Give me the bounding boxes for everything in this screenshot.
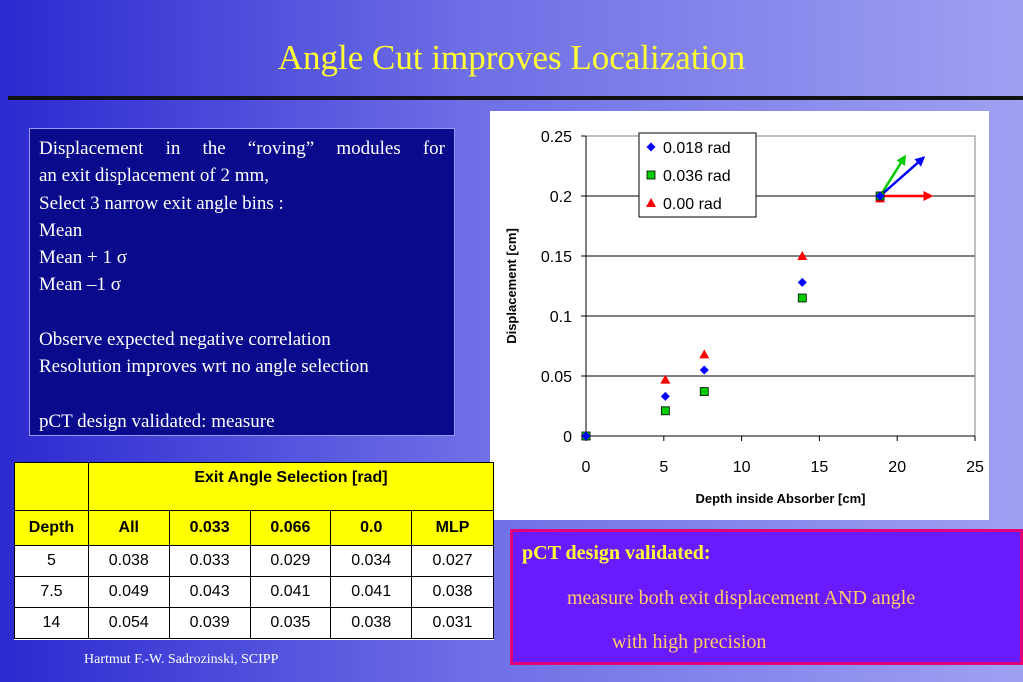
y-tick-label: 0.05 <box>541 369 572 386</box>
depth-cell: 14 <box>14 607 89 639</box>
data-point <box>797 293 807 303</box>
data-point <box>660 391 670 401</box>
depth-cell: 7.5 <box>14 576 89 608</box>
legend-label: 0.018 rad <box>663 140 731 157</box>
legend-label: 0.00 rad <box>663 196 722 213</box>
callout-heading: pCT design validated: <box>522 542 711 564</box>
data-point <box>581 431 591 441</box>
data-point <box>875 191 885 201</box>
data-point <box>660 406 670 416</box>
angle-selection-table: Exit Angle Selection [rad] Depth All 0.0… <box>14 462 495 639</box>
text-line: Select 3 narrow exit angle bins : <box>39 192 284 214</box>
depth-cell: 5 <box>14 545 89 577</box>
x-tick-label: 10 <box>733 459 751 476</box>
text-gap <box>39 381 445 408</box>
value-cell: 0.031 <box>411 607 494 639</box>
value-cell: 0.041 <box>330 576 413 608</box>
slide-title: Angle Cut improves Localization <box>277 38 746 77</box>
data-point <box>699 387 709 397</box>
legend-marker <box>646 170 656 180</box>
callout-line: measure both exit displacement AND angle <box>567 587 916 609</box>
table-corner-cell <box>14 462 89 511</box>
chart-svg: 0 0.05 0.1 0.15 0.2 0.25 0 5 10 15 20 25 Depth insid… <box>504 129 984 506</box>
table-row: 5 0.038 0.033 0.029 0.034 0.027 <box>14 545 494 577</box>
value-cell: 0.038 <box>87 545 170 577</box>
text-line: an exit displacement of 2 mm, <box>39 165 270 187</box>
y-axis-label: Displacement [cm] <box>504 228 519 344</box>
displacement-chart: 0 0.05 0.1 0.15 0.2 0.25 0 5 10 15 20 25 Depth insid… <box>490 111 989 520</box>
x-tick-label: 15 <box>811 459 829 476</box>
x-tick-label: 25 <box>966 459 984 476</box>
column-header: 0.066 <box>249 510 332 546</box>
direction-arrow <box>879 154 907 197</box>
header-group-cell: Exit Angle Selection [rad] <box>87 462 495 511</box>
value-cell: 0.049 <box>87 576 170 608</box>
value-cell: 0.035 <box>249 607 332 639</box>
data-point <box>797 277 807 287</box>
text-line: Displacement in the “roving” modules for <box>39 138 445 159</box>
data-point <box>699 349 710 359</box>
x-tick-label: 20 <box>888 459 906 476</box>
y-tick-label: 0.15 <box>541 249 572 266</box>
table-row: 7.5 0.049 0.043 0.041 0.041 0.038 <box>14 576 494 608</box>
table-row: 14 0.054 0.039 0.035 0.038 0.031 <box>14 607 494 639</box>
text-gap <box>39 299 445 326</box>
legend-box <box>638 132 757 218</box>
text-line: Mean <box>39 219 83 241</box>
column-header: 0.0 <box>330 510 413 546</box>
callout-line: with high precision <box>612 631 767 653</box>
value-cell: 0.054 <box>87 607 170 639</box>
x-tick-label: 5 <box>659 459 668 476</box>
data-point <box>797 251 808 260</box>
y-tick-label: 0.25 <box>541 129 572 146</box>
value-cell: 0.043 <box>168 576 251 608</box>
value-cell: 0.033 <box>168 545 251 577</box>
column-header: All <box>87 510 170 546</box>
value-cell: 0.029 <box>249 545 332 577</box>
x-tick-label: 0 <box>582 459 591 476</box>
direction-arrow <box>879 156 926 197</box>
y-tick-label: 0 <box>563 429 572 446</box>
legend-label: 0.036 rad <box>663 168 731 185</box>
description-textbox: Displacement in the “roving” modules for… <box>29 128 455 436</box>
text-line: Resolution improves wrt no angle selecti… <box>39 356 369 378</box>
data-point <box>699 365 709 375</box>
y-tick-label: 0.2 <box>550 189 572 206</box>
x-axis-label: Depth inside Absorber [cm] <box>696 491 866 506</box>
value-cell: 0.041 <box>249 576 332 608</box>
text-line: pCT design validated: measure <box>39 410 275 432</box>
value-cell: 0.038 <box>411 576 494 608</box>
column-header: MLP <box>411 510 494 546</box>
slide-footer: Hartmut F.-W. Sadrozinski, SCIPP <box>84 652 279 667</box>
conclusion-callout: pCT design validated: measure both exit … <box>510 529 1023 665</box>
title-divider <box>8 96 1023 100</box>
y-tick-label: 0.1 <box>550 309 572 326</box>
value-cell: 0.027 <box>411 545 494 577</box>
value-cell: 0.039 <box>168 607 251 639</box>
value-cell: 0.038 <box>330 607 413 639</box>
value-cell: 0.034 <box>330 545 413 577</box>
legend-marker <box>646 142 656 152</box>
legend-marker <box>646 198 656 207</box>
angle-selection-table-panel: Exit Angle Selection [rad] Depth All 0.0… <box>14 462 495 640</box>
column-header: 0.033 <box>168 510 251 546</box>
text-line: Mean –1 σ <box>39 274 122 296</box>
text-line: Mean + 1 σ <box>39 247 127 269</box>
data-point <box>660 374 671 384</box>
depth-header: Depth <box>14 510 89 546</box>
text-line: Observe expected negative correlation <box>39 329 331 351</box>
